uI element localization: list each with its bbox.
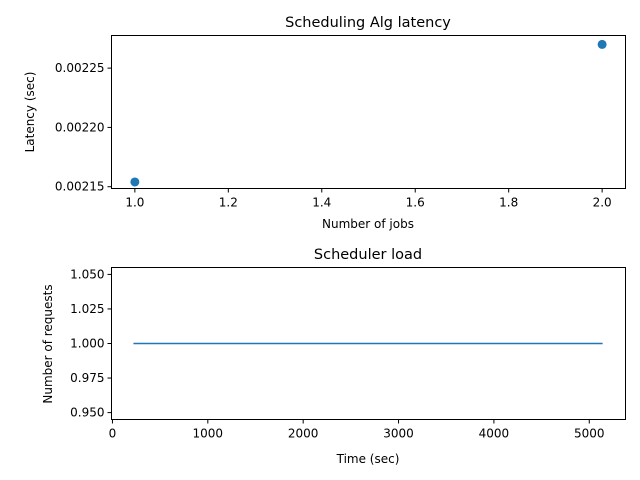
load-x-tick-label: 1000 [193,427,224,441]
load-x-axis-label: Time (sec) [336,452,400,466]
load-x-tick-label: 4000 [479,427,510,441]
latency-ticks: 1.0 1.2 1.4 1.6 1.8 2.0 0.00215 0.00220 0.00225 [55,61,612,209]
latency-x-tick-label: 1.8 [499,196,518,210]
latency-x-tick-label: 1.4 [312,196,331,210]
load-x-tick-label: 0 [109,427,117,441]
latency-x-tick-label: 1.2 [219,196,238,210]
latency-plot-frame [111,35,626,189]
load-ticks: 0 1000 2000 3000 4000 5000 0.950 0.975 1.000 1.02… [70,267,604,440]
load-chart-title: Scheduler load [314,247,422,263]
load-y-tick-label: 0.950 [70,406,104,420]
load-y-tick-label: 0.975 [70,371,104,385]
latency-y-axis-label: Latency (sec) [23,72,37,153]
latency-y-tick-label: 0.00225 [55,61,105,75]
scatter-point [130,177,140,187]
latency-chart: Scheduling Alg latency Number of jobs La… [23,15,626,231]
load-y-axis-label: Number of requests [41,284,55,403]
load-y-tick-label: 1.025 [70,302,104,316]
scatter-point [597,39,607,49]
latency-data-marks [130,39,607,187]
load-y-tick-label: 1.000 [70,337,104,351]
latency-x-tick-label: 1.0 [125,196,144,210]
load-x-tick-label: 2000 [288,427,319,441]
load-chart: Scheduler load Time (sec) Number of requ… [41,247,626,466]
latency-y-tick-label: 0.00215 [55,180,105,194]
load-x-tick-label: 3000 [383,427,414,441]
load-y-tick-label: 1.050 [70,267,104,281]
latency-x-tick-label: 1.6 [406,196,425,210]
latency-chart-title: Scheduling Alg latency [285,15,451,31]
latency-x-tick-label: 2.0 [593,196,612,210]
load-x-tick-label: 5000 [574,427,605,441]
latency-y-tick-label: 0.00220 [55,120,105,134]
latency-x-axis-label: Number of jobs [322,217,414,231]
